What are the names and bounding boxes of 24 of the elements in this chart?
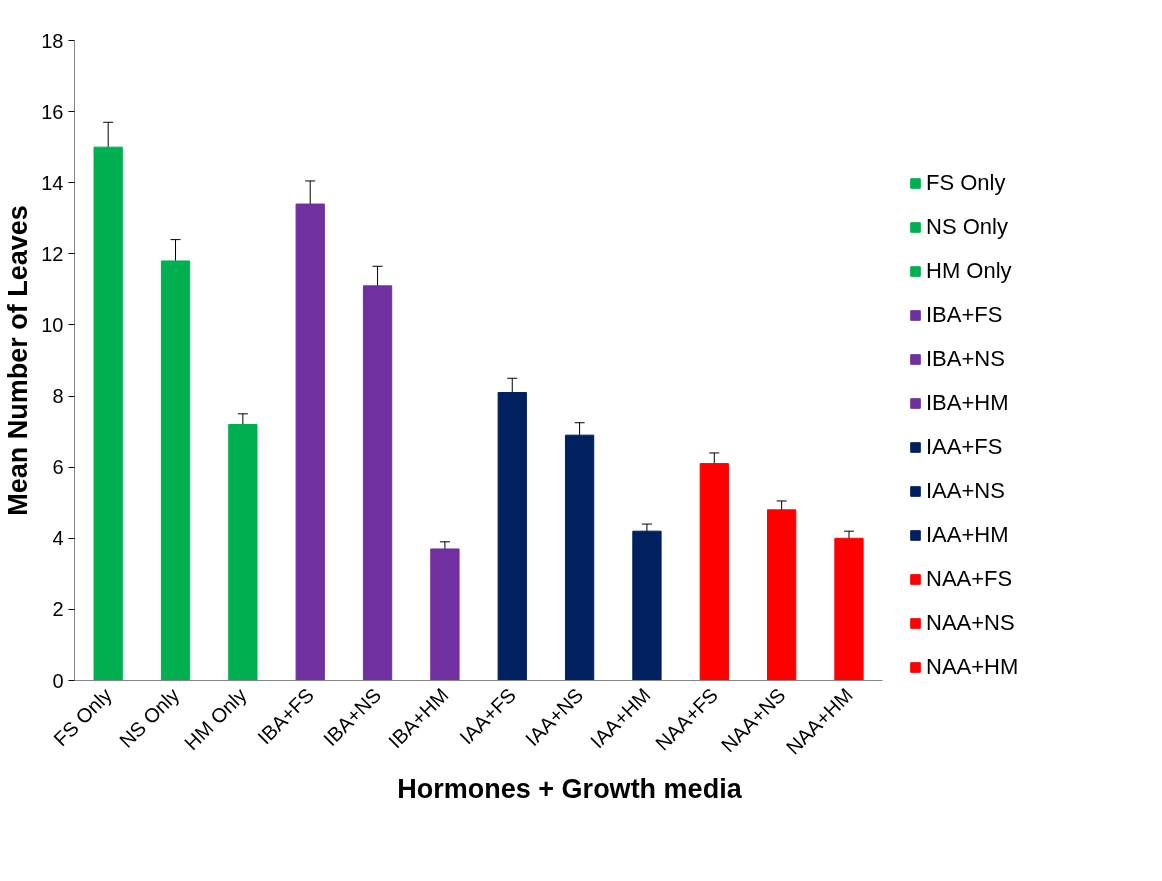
legend-label: NAA+NS <box>926 610 1015 636</box>
y-tick-label: 10 <box>41 313 64 336</box>
y-tick-label: 12 <box>41 242 64 265</box>
y-tick-label: 2 <box>52 598 64 621</box>
legend-label: IBA+FS <box>926 302 1003 328</box>
legend-label: NS Only <box>926 214 1008 240</box>
y-tick-label: 8 <box>52 385 64 408</box>
y-tick-label: 16 <box>41 100 64 123</box>
legend-label: NAA+FS <box>926 566 1013 592</box>
legend-label: NAA+HM <box>926 654 1019 680</box>
legend-label: IAA+FS <box>926 434 1003 460</box>
legend-label: FS Only <box>926 170 1006 196</box>
y-tick-label: 0 <box>52 669 64 692</box>
y-tick-label: 18 <box>41 29 64 52</box>
y-axis-title: Mean Number of Leaves <box>3 205 34 516</box>
legend-label: IAA+NS <box>926 478 1005 504</box>
legend-label: IBA+NS <box>926 346 1005 372</box>
legend-label: HM Only <box>926 258 1012 284</box>
legend-label: IBA+HM <box>926 390 1009 416</box>
y-tick-label: 4 <box>52 527 64 550</box>
y-tick-label: 14 <box>41 171 64 194</box>
legend-label: IAA+HM <box>926 522 1009 548</box>
y-tick-label: 6 <box>52 456 64 479</box>
x-axis-title: Hormones + Growth media <box>397 774 743 805</box>
